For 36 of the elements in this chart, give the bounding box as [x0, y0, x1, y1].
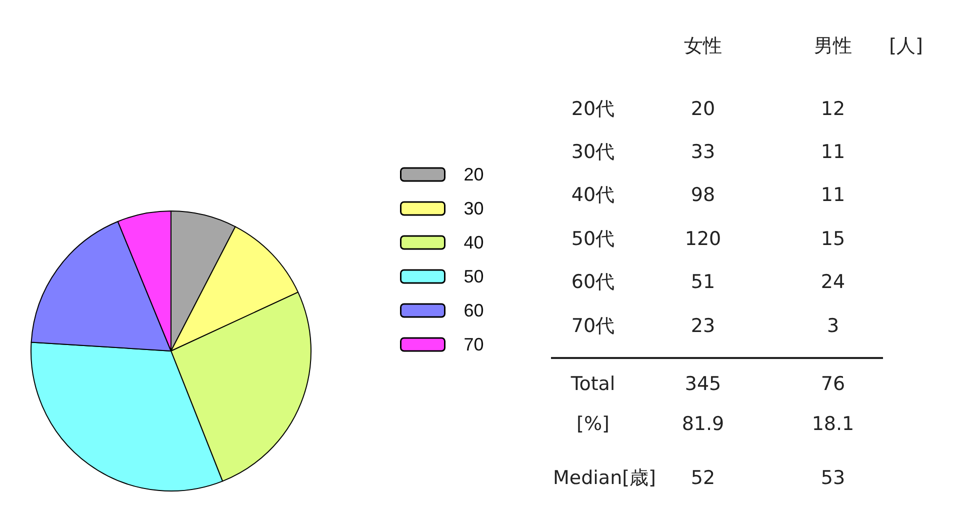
data-label: 33 [690, 141, 716, 163]
y-tick-label: 40代 [571, 183, 615, 208]
data-label: 98 [690, 184, 716, 206]
y-tick-label: Total [570, 373, 616, 395]
x-tick-label: 男性 [814, 34, 852, 59]
data-label: 24 [820, 271, 846, 293]
data-label: 53 [820, 467, 846, 489]
data-label: 20 [690, 98, 716, 120]
data-label: 15 [820, 228, 846, 250]
legend-label: 30 [464, 198, 484, 218]
y-tick-label: [%] [576, 413, 610, 435]
data-label: 11 [820, 184, 846, 206]
legend-label: 60 [464, 300, 484, 320]
data-label: 51 [690, 271, 716, 293]
legend-label: 50 [464, 266, 484, 286]
y-tick-label: Median[歳] [553, 466, 656, 491]
data-label: 52 [690, 467, 716, 489]
data-label: 76 [820, 373, 846, 395]
y-tick-label: 20代 [571, 97, 615, 122]
legend-label: 70 [464, 334, 484, 354]
data-label: 12 [820, 98, 846, 120]
data-label: 23 [690, 315, 716, 337]
data-label: 11 [820, 141, 846, 163]
y-tick-label: 60代 [571, 270, 615, 295]
data-label: 3 [826, 315, 840, 337]
x-tick-label: 女性 [684, 34, 722, 59]
data-label: 18.1 [812, 413, 854, 435]
y-tick-label: 30代 [571, 140, 615, 165]
y-tick-label: 50代 [571, 227, 615, 252]
legend-label: 40 [464, 232, 484, 252]
legend-label: 20 [464, 164, 484, 184]
y-tick-label: 70代 [571, 314, 615, 339]
data-label: 120 [684, 228, 722, 250]
text: [人] [889, 34, 923, 59]
data-label: 345 [684, 373, 722, 395]
data-label: 81.9 [682, 413, 724, 435]
